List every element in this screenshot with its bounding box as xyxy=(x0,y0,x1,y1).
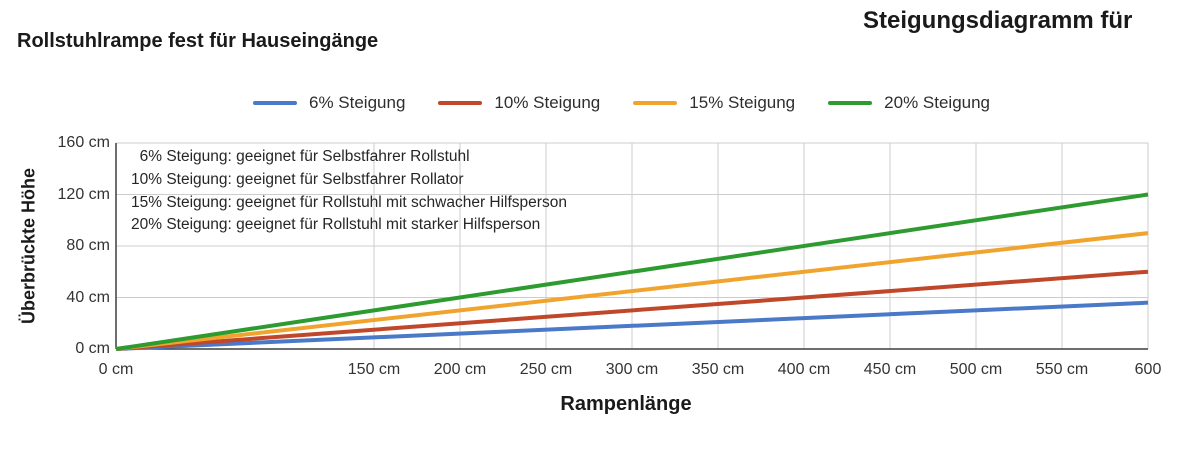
y-tick-label-80: 80 cm xyxy=(66,237,110,254)
legend-line-icon xyxy=(438,101,483,105)
x-tick-label-500: 500 cm xyxy=(949,361,1003,378)
y-tick-label-0: 0 cm xyxy=(75,340,110,357)
x-tick-label-300: 300 cm xyxy=(605,361,659,378)
legend-label: 10% Steigung xyxy=(494,93,601,112)
legend-item-15-steigung[interactable]: 15% Steigung xyxy=(633,92,795,114)
annotation-box: 6% Steigung: geeignet für Selbstfahrer R… xyxy=(131,146,567,237)
x-tick-label-600: 600 xyxy=(1134,361,1162,378)
series-line-20-steigung xyxy=(115,192,1149,351)
legend-item-10-steigung[interactable]: 10% Steigung xyxy=(438,92,600,114)
annotation-line-4: 20% Steigung: geeignet für Rollstuhl mit… xyxy=(131,216,541,234)
series-line-10-steigung xyxy=(115,269,1149,351)
annotation-line-3: 15% Steigung: geeignet für Rollstuhl mit… xyxy=(131,193,567,211)
y-tick-label-120: 120 cm xyxy=(57,185,110,203)
series-line-6-steigung xyxy=(115,300,1149,351)
x-axis-title: Rampenlänge xyxy=(560,393,692,415)
legend-line-icon xyxy=(253,101,297,105)
legend-item-6-steigung[interactable]: 6% Steigung xyxy=(253,92,405,114)
legend-label: 6% Steigung xyxy=(309,93,406,112)
x-tick-label-550: 550 cm xyxy=(1035,361,1089,378)
legend-line-icon xyxy=(828,101,873,105)
page-title: Rollstuhlrampe fest für Hauseingänge xyxy=(17,30,379,52)
legend: 6% Steigung 10% Steigung 15% Steigung 20% S… xyxy=(253,92,990,114)
y-tick-label-40: 40 cm xyxy=(66,288,110,306)
x-tick-label-200: 200 cm xyxy=(433,361,487,378)
annotation-line-2: 10% Steigung: geeignet für Selbstfahrer … xyxy=(131,170,464,188)
x-tick-label-350: 350 cm xyxy=(691,361,745,378)
series-line-15-steigung xyxy=(115,231,1149,351)
x-tick-label-0: 0 cm xyxy=(98,361,134,378)
x-tick-label-250: 250 cm xyxy=(519,361,573,378)
annotation-line-1: 6% Steigung: geeignet für Selbstfahrer R… xyxy=(131,148,470,165)
x-tick-label-400: 400 cm xyxy=(777,361,831,378)
legend-label: 20% Steigung xyxy=(884,93,991,112)
legend-label: 15% Steigung xyxy=(689,93,796,112)
y-tick-label-160: 160 cm xyxy=(57,134,110,151)
x-tick-label-150: 150 cm xyxy=(347,361,401,378)
chart-title: Steigungsdiagramm für xyxy=(863,7,1133,34)
legend-item-20-steigung[interactable]: 20% Steigung xyxy=(828,92,990,114)
x-tick-label-450: 450 cm xyxy=(863,361,917,378)
legend-line-icon xyxy=(633,101,678,105)
